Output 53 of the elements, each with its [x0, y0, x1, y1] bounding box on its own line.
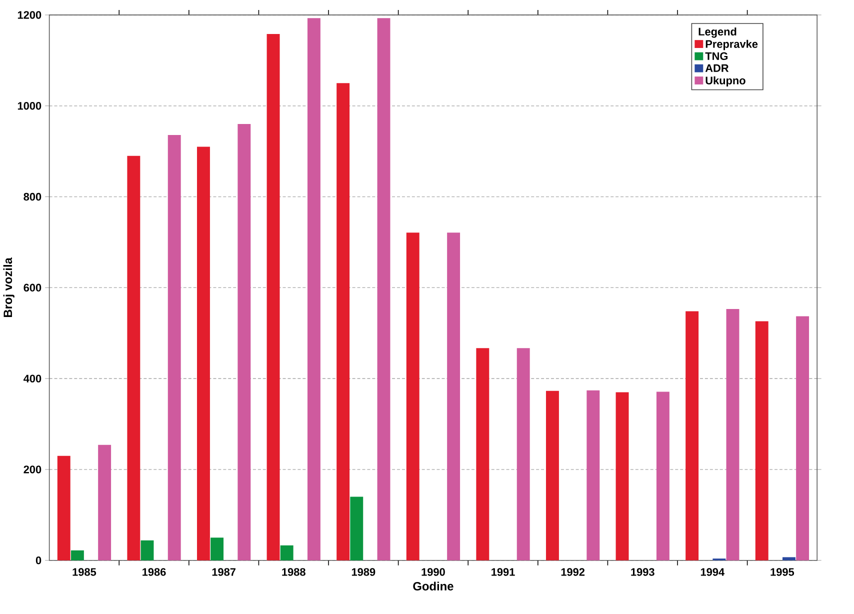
x-tick-label: 1987	[212, 568, 236, 576]
bar	[307, 18, 320, 560]
bar	[168, 134, 181, 560]
x-tick-label: 1986	[142, 568, 166, 576]
x-tick-label: 1994	[700, 568, 724, 576]
y-tick-label: 1000	[18, 102, 42, 110]
x-tick-label: 1995	[770, 568, 794, 576]
y-tick-label: 600	[24, 284, 42, 292]
y-tick-label: 200	[24, 466, 42, 474]
x-tick-label: 1989	[352, 568, 376, 576]
bar	[350, 496, 364, 560]
bar	[196, 146, 210, 560]
legend-title: Legend	[698, 27, 736, 38]
y-tick-label: 1200	[18, 10, 42, 19]
bar	[726, 308, 740, 560]
legend-label: Ukupno	[706, 76, 746, 86]
bar	[616, 392, 629, 560]
bar	[546, 390, 559, 560]
bar	[57, 456, 70, 560]
x-tick-label: 1992	[561, 568, 585, 576]
legend-label: TNG	[705, 52, 728, 60]
bar	[70, 550, 84, 560]
x-tick-label: 1988	[282, 568, 306, 576]
bar	[755, 321, 768, 560]
y-tick-label: 0	[36, 556, 42, 564]
legend-label: ADR	[705, 64, 729, 72]
x-tick-label: 1993	[631, 568, 654, 576]
bar	[140, 540, 154, 560]
bar	[377, 18, 390, 560]
bar	[98, 444, 112, 560]
x-axis-title: Godine	[413, 582, 454, 590]
x-tick-label: 1990	[422, 568, 445, 576]
bar	[406, 232, 420, 560]
bar	[476, 348, 490, 560]
bar	[782, 557, 796, 560]
bar	[586, 390, 600, 560]
bar	[656, 392, 670, 560]
x-tick-label: 1991	[492, 568, 515, 576]
bar	[796, 316, 810, 560]
bar	[238, 124, 251, 560]
bar	[127, 156, 140, 560]
bar	[280, 545, 294, 560]
bar	[336, 83, 350, 560]
bar	[686, 311, 699, 560]
y-tick-label: 400	[24, 374, 42, 382]
y-axis-title: Broj vozila	[3, 257, 14, 317]
bar	[266, 34, 280, 560]
x-tick-label: 1985	[72, 568, 96, 576]
bar	[447, 232, 460, 560]
bar	[210, 538, 224, 560]
y-tick-label: 800	[24, 192, 42, 201]
bar	[516, 348, 530, 560]
legend-label: Prepravke	[706, 40, 758, 50]
